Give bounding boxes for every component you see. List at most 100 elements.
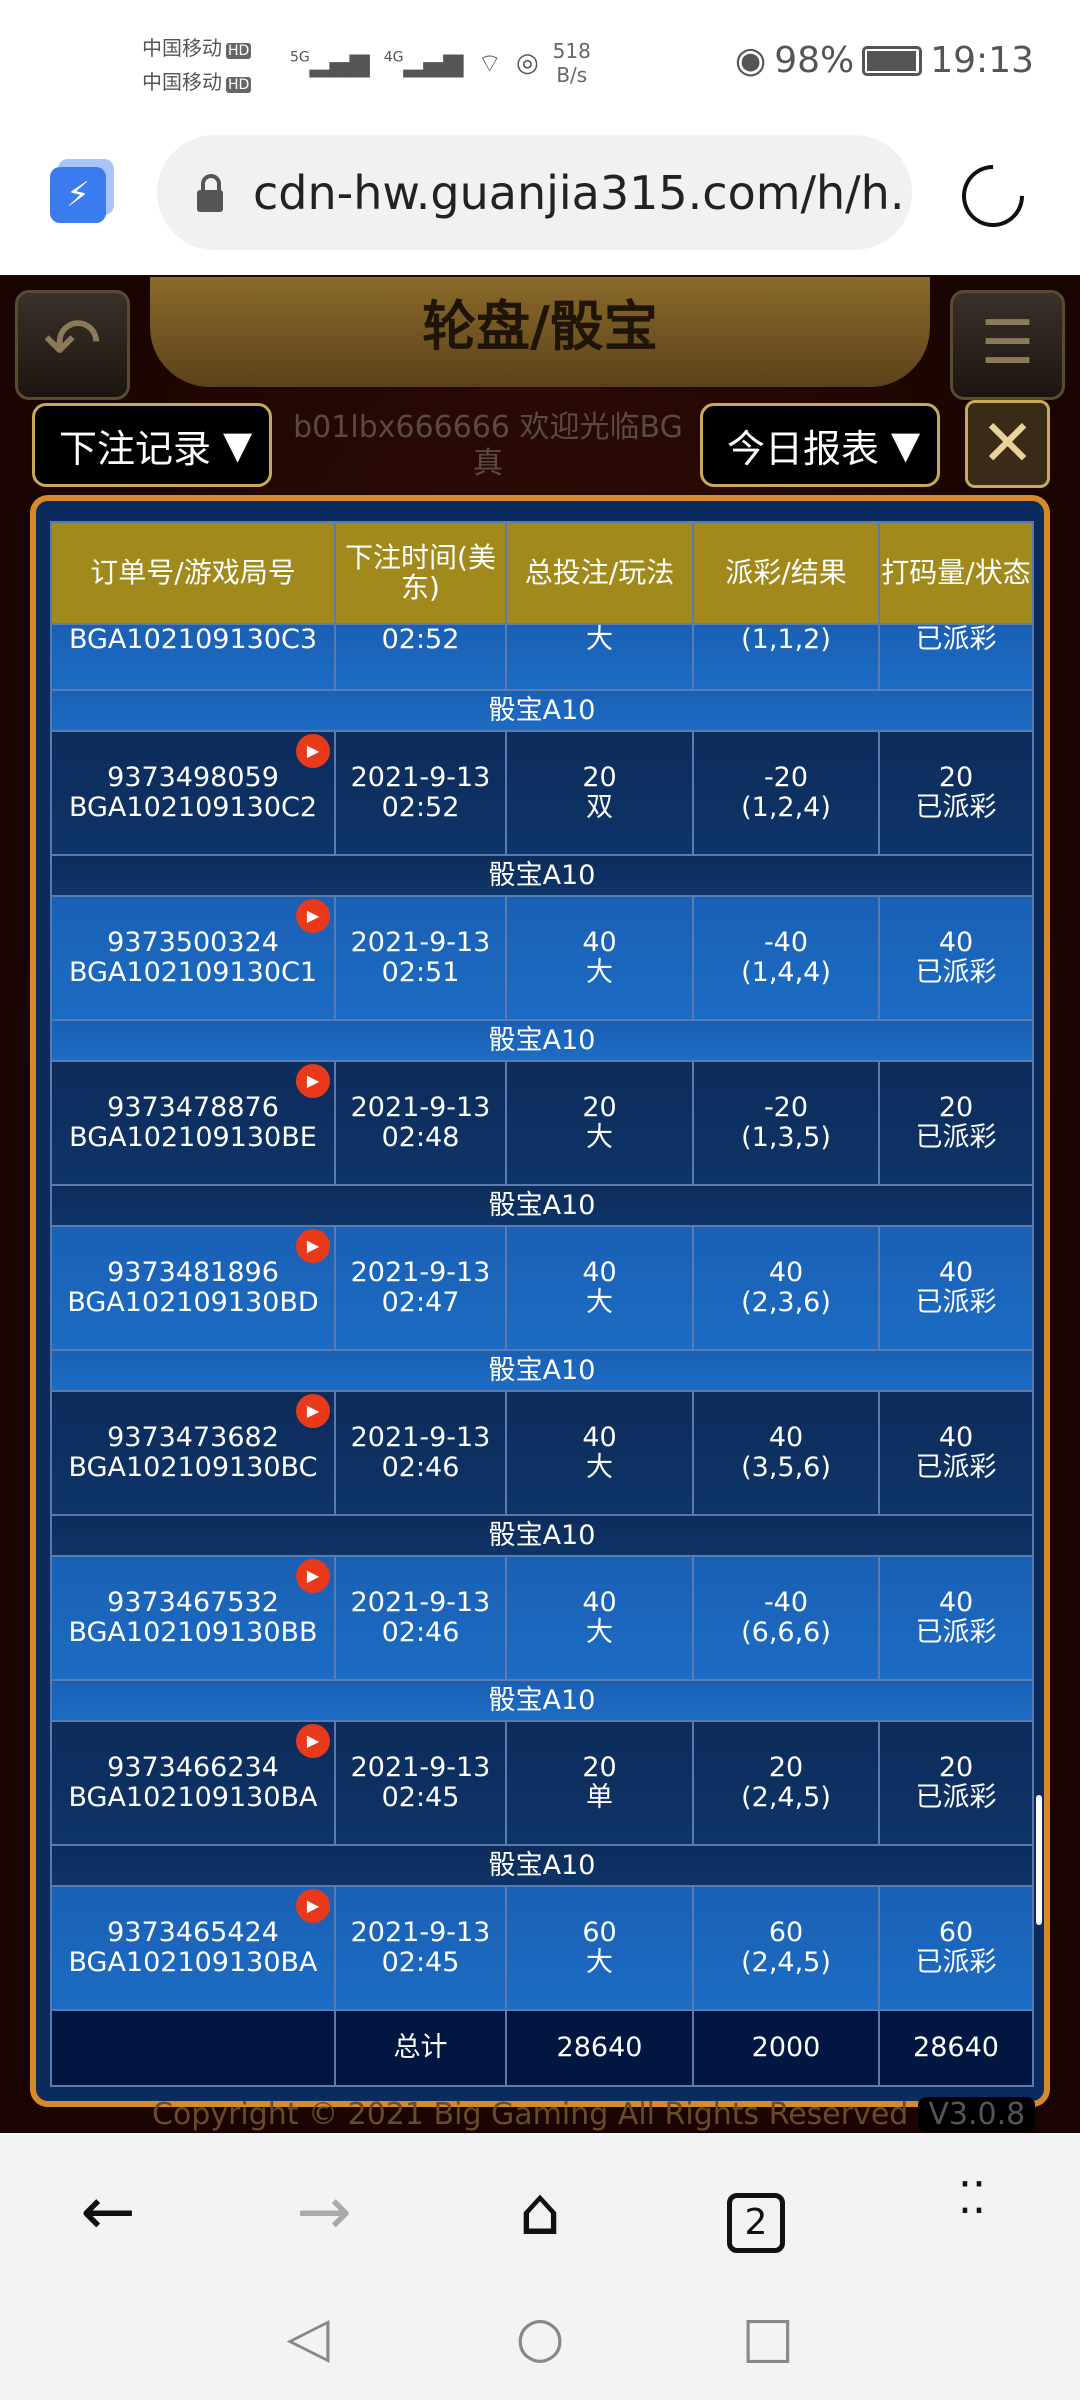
order-cell: ▶ 9373465424 BGA102109130BA [50, 1885, 336, 2011]
version-badge: V3.0.8 [918, 2097, 1036, 2132]
copyright: Copyright © 2021 Big Gaming All Rights R… [152, 2097, 1036, 2132]
status-cell: 20 已派彩 [878, 730, 1034, 856]
battery-percent: 98% [774, 40, 855, 81]
payout-cell: -20 (1,2,4) [692, 730, 880, 856]
table-row[interactable]: ▶ 9373473682 BGA102109130BC 2021-9-13 02:46… [50, 1390, 1034, 1516]
play-video-icon[interactable]: ▶ [296, 1064, 330, 1098]
signal-5g-icon: 5G▂▄▆ [290, 48, 370, 78]
total-bet: 28640 [505, 2009, 694, 2087]
system-back-icon[interactable]: ◁ [286, 2305, 330, 2370]
game-label-row: 骰宝A10 [50, 1349, 1034, 1392]
game-label-row: 骰宝A10 [50, 854, 1034, 897]
bet-record-dropdown[interactable]: 下注记录 ▼ [32, 403, 272, 487]
play-video-icon[interactable]: ▶ [296, 734, 330, 768]
status-cell: 20 已派彩 [878, 1720, 1034, 1846]
bet-cell: 40 大 [505, 895, 694, 1021]
dropdown-arrow-icon: ▼ [223, 423, 253, 467]
time-cell: 2021-9-13 02:45 [334, 1720, 507, 1846]
table-row[interactable]: ▶ 9373481896 BGA102109130BD 2021-9-13 02:47… [50, 1225, 1034, 1351]
network-speed: 518 B/s [552, 39, 591, 87]
bet-records-panel: 订单号/游戏局号 下注时间(美东) 总投注/玩法 派彩/结果 打码量/状态 BG… [30, 495, 1050, 2107]
payout-cell: 40 (3,5,6) [692, 1390, 880, 1516]
clock: 19:13 [930, 40, 1034, 81]
time-cell: 2021-9-13 02:45 [334, 1885, 507, 2011]
back-button[interactable]: ↶ [15, 290, 130, 400]
play-video-icon[interactable]: ▶ [296, 1559, 330, 1593]
game-label-row: 骰宝A10 [50, 689, 1034, 732]
order-cell: ▶ 9373478876 BGA102109130BE [50, 1060, 336, 1186]
game-label-row: 骰宝A10 [50, 1514, 1034, 1557]
bet-cell: 40 大 [505, 1225, 694, 1351]
system-home-icon[interactable]: ○ [515, 2305, 565, 2370]
flash-icon[interactable]: ⚡ [50, 167, 106, 223]
close-icon: ✕ [980, 407, 1035, 481]
bet-cell: 40 大 [505, 1555, 694, 1681]
bet-records-table: 订单号/游戏局号 下注时间(美东) 总投注/玩法 派彩/结果 打码量/状态 BG… [50, 521, 1034, 2087]
battery-icon [862, 45, 923, 76]
total-row: 总计 28640 2000 28640 [50, 2009, 1034, 2087]
table-row[interactable]: ▶ 9373478876 BGA102109130BE 2021-9-13 02:48… [50, 1060, 1034, 1186]
payout-cell: -20 (1,3,5) [692, 1060, 880, 1186]
total-turnover: 28640 [878, 2009, 1034, 2087]
game-label-row: 骰宝A10 [50, 1679, 1034, 1722]
table-row[interactable]: ▶ 9373466234 BGA102109130BA 2021-9-13 02:45… [50, 1720, 1034, 1846]
game-view: 轮盘/骰宝 ↶ ☰ b01lbx666666 欢迎光临BG真 下注记录 ▼ 今日报… [0, 275, 1080, 2133]
order-cell: ▶ 9373467532 BGA102109130BB [50, 1555, 336, 1681]
url-text: cdn-hw.guanjia315.com/h/h. [253, 165, 905, 220]
time-cell: 2021-9-13 02:48 [334, 1060, 507, 1186]
play-video-icon[interactable]: ▶ [296, 1229, 330, 1263]
total-label: 总计 [334, 2009, 507, 2087]
payout-cell: -40 (1,4,4) [692, 895, 880, 1021]
hotspot-icon: ◎ [515, 48, 539, 78]
game-label-row: 骰宝A10 [50, 1184, 1034, 1227]
time-cell: 2021-9-13 02:51 [334, 895, 507, 1021]
scrollbar[interactable] [1036, 1795, 1042, 1925]
table-row[interactable]: ▶ 9373465424 BGA102109130BA 2021-9-13 02:45… [50, 1885, 1034, 2011]
table-row[interactable]: ▶ 9373498059 BGA102109130C2 2021-9-13 02:52… [50, 730, 1034, 856]
game-label: 骰宝A10 [50, 1019, 1034, 1062]
url-bar[interactable]: cdn-hw.guanjia315.com/h/h. [157, 135, 912, 250]
play-video-icon[interactable]: ▶ [296, 899, 330, 933]
back-icon[interactable]: ← [80, 2173, 136, 2250]
more-icon[interactable]: ⁚⁚ [958, 2173, 986, 2224]
time-cell: 2021-9-13 02:47 [334, 1225, 507, 1351]
bet-cell: 60 大 [505, 1885, 694, 2011]
play-video-icon[interactable]: ▶ [296, 1889, 330, 1923]
browser-bottom-bar: ← → ⌂ 2 ⁚⁚ ◁ ○ □ [0, 2133, 1080, 2400]
status-cell: 20 已派彩 [878, 1060, 1034, 1186]
status-bar: 中国移动 HD 中国移动 HD 5G▂▄▆ 4G▂▄▆ ⌔ ◎ 518 B/s ◉ 9… [0, 0, 1080, 130]
status-cell: 40 已派彩 [878, 895, 1034, 1021]
order-cell: ▶ 9373500324 BGA102109130C1 [50, 895, 336, 1021]
bet-cell: 20 大 [505, 1060, 694, 1186]
payout-cell: 60 (2,4,5) [692, 1885, 880, 2011]
payout-cell: 40 (2,3,6) [692, 1225, 880, 1351]
header-order: 订单号/游戏局号 [50, 521, 336, 625]
header-payout: 派彩/结果 [692, 521, 880, 625]
system-recents-icon[interactable]: □ [741, 2305, 795, 2370]
table-row[interactable]: ▶ 9373467532 BGA102109130BB 2021-9-13 02:46… [50, 1555, 1034, 1681]
table-row[interactable]: ▶ 9373500324 BGA102109130C1 2021-9-13 02:51… [50, 895, 1034, 1021]
menu-button[interactable]: ☰ [950, 290, 1065, 400]
game-label-row: 骰宝A10 [50, 1844, 1034, 1887]
game-label: 骰宝A10 [50, 689, 1034, 732]
bet-cell: 20 单 [505, 1720, 694, 1846]
play-video-icon[interactable]: ▶ [296, 1724, 330, 1758]
forward-icon[interactable]: → [296, 2173, 352, 2250]
carrier-1: 中国移动 HD [142, 36, 252, 60]
table-row[interactable]: BGA102109130C3 02:52 大 (1,1,2) 已派彩 [50, 623, 1034, 691]
bet-cell: 20 双 [505, 730, 694, 856]
report-dropdown[interactable]: 今日报表 ▼ [700, 403, 940, 487]
welcome-text: b01lbx666666 欢迎光临BG真 [293, 410, 683, 481]
network-indicators: 5G▂▄▆ 4G▂▄▆ ⌔ ◎ 518 B/s [290, 28, 591, 98]
play-video-icon[interactable]: ▶ [296, 1394, 330, 1428]
home-icon[interactable]: ⌂ [519, 2173, 561, 2250]
time-cell: 2021-9-13 02:46 [334, 1390, 507, 1516]
tabs-button[interactable]: 2 [706, 2173, 806, 2253]
carrier-2: 中国移动 HD [142, 70, 252, 94]
header-time: 下注时间(美东) [334, 521, 507, 625]
game-label-row: 骰宝A10 [50, 1019, 1034, 1062]
reload-icon[interactable] [949, 152, 1037, 240]
dropdown-arrow-icon: ▼ [891, 423, 921, 467]
close-button[interactable]: ✕ [965, 400, 1050, 488]
eye-comfort-icon: ◉ [734, 40, 767, 81]
